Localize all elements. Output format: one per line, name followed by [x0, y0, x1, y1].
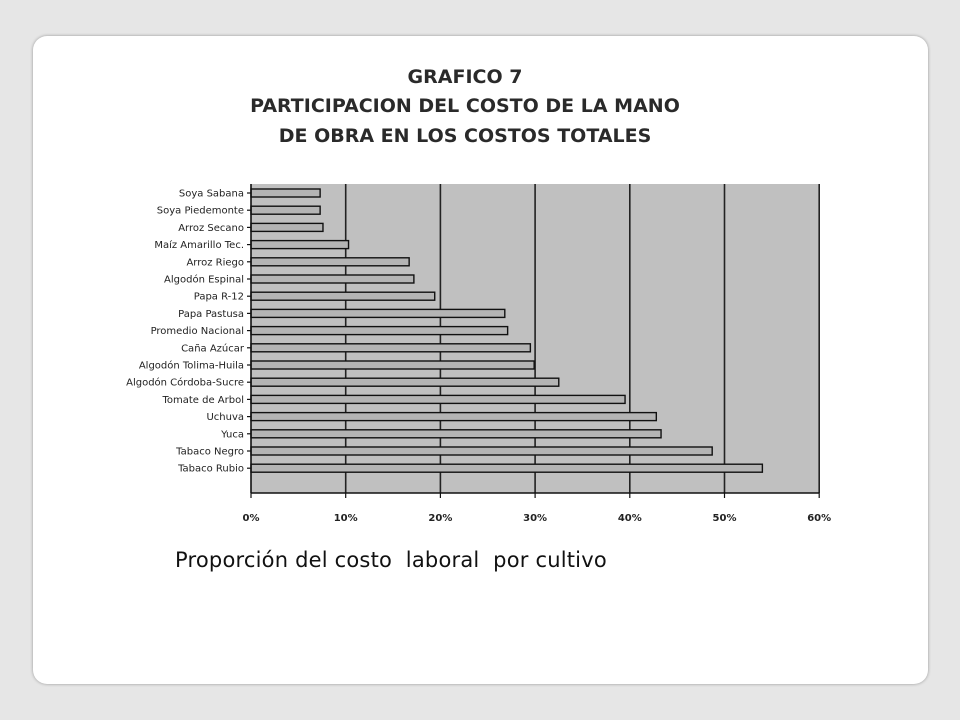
x-tick-label: 20%: [428, 513, 452, 524]
category-label: Soya Sabana: [179, 189, 244, 200]
bar: [250, 188, 321, 198]
bar: [250, 394, 626, 405]
bar: [250, 360, 535, 370]
category-label: Algodón Córdoba-Sucre: [126, 377, 244, 389]
bar: [250, 239, 350, 250]
bar: [250, 463, 764, 473]
chart-caption: Proporción del costo laboral por cultivo: [175, 548, 607, 572]
bar: [250, 343, 532, 353]
x-tick-label: 30%: [523, 513, 547, 524]
category-label: Promedio Nacional: [151, 326, 244, 337]
bar: [250, 377, 560, 387]
bar: [250, 257, 410, 267]
chart-title-line-3: DE OBRA EN LOS COSTOS TOTALES: [279, 125, 652, 147]
x-tick-label: 0%: [243, 513, 260, 524]
category-label: Yuca: [220, 429, 244, 440]
category-label: Caña Azúcar: [181, 342, 245, 354]
x-tick-label: 50%: [713, 513, 737, 524]
category-label: Tabaco Negro: [175, 447, 244, 458]
x-tick-label: 60%: [807, 513, 831, 524]
category-label: Papa R-12: [194, 292, 244, 303]
category-label: Arroz Secano: [178, 223, 244, 234]
category-label: Uchuva: [206, 412, 244, 423]
category-label: Papa Pastusa: [178, 309, 244, 320]
bar: [250, 308, 506, 319]
bar: [250, 446, 713, 456]
category-label: Arroz Riego: [186, 257, 244, 268]
category-label: Soya Piedemonte: [157, 206, 244, 217]
bar: [250, 411, 658, 422]
category-label: Algodón Tolima-Huila: [139, 360, 244, 372]
x-tick-label: 40%: [618, 513, 642, 524]
x-tick-label: 10%: [334, 513, 358, 524]
bar: [250, 222, 324, 233]
bar: [250, 325, 509, 336]
bar: [250, 429, 662, 439]
chart-title-line-1: GRAFICO 7: [408, 66, 523, 88]
category-label: Maíz Amarillo Tec.: [154, 239, 244, 251]
bar: [250, 274, 415, 284]
category-label: Algodón Espinal: [164, 274, 244, 286]
category-label: Tabaco Rubio: [177, 464, 244, 475]
bar: [250, 205, 321, 215]
bar: [250, 291, 436, 301]
chart-title-line-2: PARTICIPACION DEL COSTO DE LA MANO: [250, 95, 680, 117]
category-label: Tomate de Arbol: [161, 395, 244, 406]
